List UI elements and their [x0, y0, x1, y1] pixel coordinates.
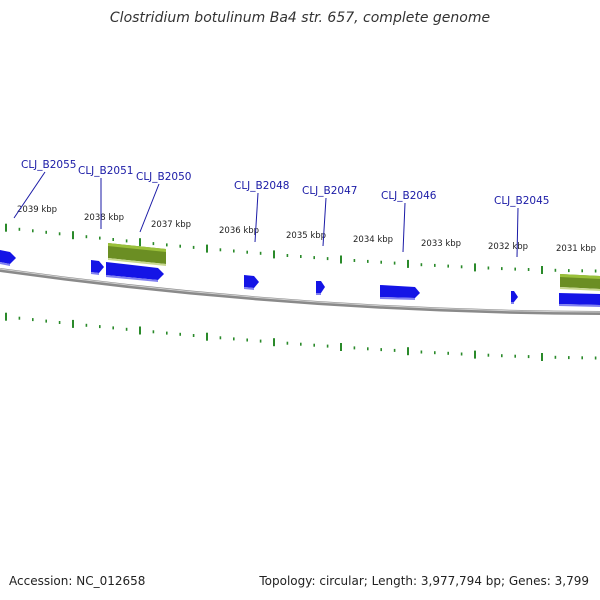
- gene-label[interactable]: CLJ_B2051: [78, 165, 133, 177]
- kbp-label: 2039 kbp: [17, 205, 57, 215]
- kbp-label: 2033 kbp: [421, 239, 461, 249]
- gene-arrow[interactable]: [0, 250, 16, 266]
- genome-backbone: [0, 268, 600, 315]
- gene-label[interactable]: CLJ_B2047: [302, 185, 357, 197]
- gene-arrow[interactable]: [559, 293, 600, 307]
- kbp-label: 2036 kbp: [219, 226, 259, 236]
- kbp-label: 2037 kbp: [151, 220, 191, 230]
- gene-arrow[interactable]: [380, 285, 420, 300]
- gene-labels: CLJ_B2055 CLJ_B2051 CLJ_B2050 CLJ_B2048 …: [21, 159, 549, 207]
- gene-arrow[interactable]: [106, 262, 164, 282]
- kbp-label: 2034 kbp: [353, 235, 393, 245]
- outer-tick-ring: [5, 223, 597, 274]
- genome-summary-text: Topology: circular; Length: 3,977,794 bp…: [259, 574, 589, 588]
- kbp-label: 2032 kbp: [488, 242, 528, 252]
- gene-leader-lines: [13, 171, 519, 258]
- gene-label[interactable]: CLJ_B2046: [381, 190, 437, 202]
- kbp-label: 2035 kbp: [286, 231, 326, 241]
- gene-arrow[interactable]: [316, 281, 325, 295]
- gene-arrow[interactable]: [244, 275, 259, 290]
- gene-label[interactable]: CLJ_B2050: [136, 171, 191, 183]
- gene-features: [0, 250, 600, 307]
- kbp-labels: 2039 kbp 2038 kbp 2037 kbp 2036 kbp 2035…: [17, 205, 596, 254]
- gene-arrow[interactable]: [511, 291, 518, 304]
- kbp-label: 2031 kbp: [556, 244, 596, 254]
- page-title: Clostridium botulinum Ba4 str. 657, comp…: [109, 10, 491, 26]
- gene-label[interactable]: CLJ_B2045: [494, 195, 549, 207]
- green-features: [108, 243, 600, 291]
- kbp-label: 2038 kbp: [84, 213, 124, 223]
- accession-text: Accession: NC_012658: [9, 574, 146, 588]
- gene-arrow[interactable]: [91, 260, 104, 275]
- green-feature[interactable]: [560, 274, 600, 291]
- inner-tick-ring: [5, 312, 597, 361]
- green-feature[interactable]: [108, 243, 166, 266]
- gene-label[interactable]: CLJ_B2055: [21, 159, 76, 171]
- genome-backbone-highlight: [0, 268, 600, 313]
- gene-label[interactable]: CLJ_B2048: [234, 180, 289, 192]
